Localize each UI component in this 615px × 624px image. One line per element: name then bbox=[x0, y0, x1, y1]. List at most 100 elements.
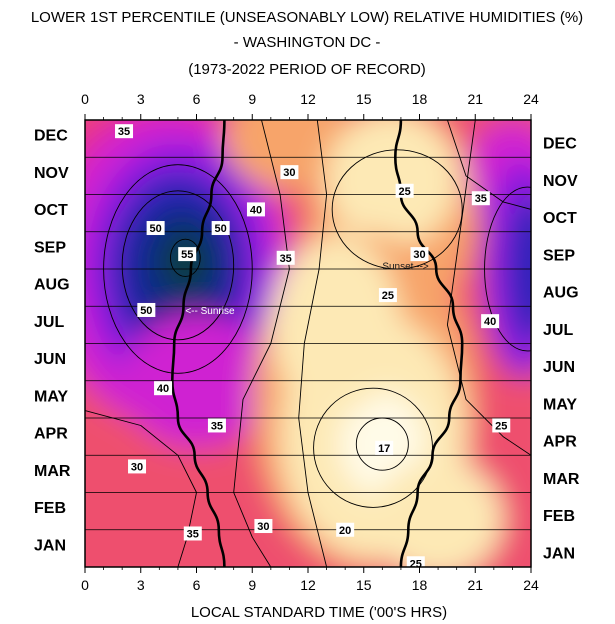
heat-blob bbox=[85, 395, 151, 567]
contour-label-text: 35 bbox=[118, 126, 130, 138]
contour-label: 25 bbox=[395, 183, 414, 198]
x-tick-label-top: 15 bbox=[356, 91, 372, 107]
month-label-left: NOV bbox=[34, 165, 69, 182]
month-label-left: FEB bbox=[34, 500, 66, 517]
month-label-left: SEP bbox=[34, 239, 66, 256]
month-grid-lines bbox=[85, 156, 531, 531]
annotations: <-- Sunrise Sunset --> bbox=[185, 261, 429, 317]
contour-line bbox=[85, 410, 197, 567]
x-tick-label-bottom: 6 bbox=[193, 577, 201, 593]
x-tick-label-top: 3 bbox=[137, 91, 145, 107]
contour-label-text: 35 bbox=[187, 528, 199, 540]
contour-label-bg bbox=[276, 250, 295, 265]
contour-label-text: 40 bbox=[250, 204, 262, 216]
heat-blob bbox=[270, 235, 401, 415]
contour-label-bg bbox=[183, 526, 202, 541]
month-label-left: AUG bbox=[34, 277, 70, 294]
month-label-right: MAY bbox=[543, 396, 577, 413]
contour-label-text: 17 bbox=[378, 443, 390, 455]
month-label-left: OCT bbox=[34, 202, 68, 219]
contour-label-text: 50 bbox=[215, 223, 227, 235]
x-tick-label-bottom: 9 bbox=[248, 577, 256, 593]
contour-label: 50 bbox=[137, 302, 156, 317]
month-label-right: SEP bbox=[543, 247, 575, 264]
contour-label-bg bbox=[395, 183, 414, 198]
contour-label-bg bbox=[246, 202, 265, 217]
x-tick-label-top: 18 bbox=[412, 91, 428, 107]
month-label-right: AUG bbox=[543, 285, 579, 302]
month-label-left: MAR bbox=[34, 463, 71, 480]
x-tick-label-top: 12 bbox=[300, 91, 316, 107]
contour-label-bg bbox=[481, 314, 500, 329]
contour-label: 30 bbox=[254, 519, 273, 534]
sunrise-curve bbox=[170, 120, 226, 567]
month-label-right: JAN bbox=[543, 545, 575, 562]
month-label-left: DEC bbox=[34, 128, 68, 145]
contour-label: 30 bbox=[128, 459, 147, 474]
contour-label-bg bbox=[178, 247, 197, 262]
contour-label: 35 bbox=[276, 250, 295, 265]
contour-label-text: 35 bbox=[211, 420, 223, 432]
contour-label-text: 30 bbox=[283, 167, 295, 179]
x-tick-label-bottom: 18 bbox=[412, 577, 428, 593]
heat-blob bbox=[324, 120, 459, 247]
contour-label-bg bbox=[410, 247, 429, 262]
x-tick-label-bottom: 21 bbox=[467, 577, 483, 593]
x-tick-label-bottom: 15 bbox=[356, 577, 372, 593]
contour-label: 40 bbox=[154, 381, 173, 396]
contour-label: 20 bbox=[336, 522, 355, 537]
contour-label-bg bbox=[146, 221, 165, 236]
contour-label-text: 35 bbox=[280, 253, 292, 265]
contour-label-text: 30 bbox=[257, 521, 269, 533]
contour-label: 25 bbox=[406, 556, 425, 571]
contour-label-bg bbox=[492, 418, 511, 433]
x-axis-label: LOCAL STANDARD TIME ('00'S HRS) bbox=[191, 604, 447, 621]
contour-label: 30 bbox=[280, 165, 299, 180]
contour-label-bg bbox=[115, 124, 134, 139]
contour-label-bg bbox=[280, 165, 299, 180]
x-tick-label-bottom: 24 bbox=[523, 577, 539, 593]
contour-line bbox=[121, 190, 235, 341]
contour-label: 40 bbox=[246, 202, 265, 217]
heatmap-field bbox=[85, 120, 531, 567]
contour-label: 50 bbox=[146, 221, 165, 236]
contour-label: 17 bbox=[375, 440, 394, 455]
month-label-right: APR bbox=[543, 434, 577, 451]
x-tick-label-bottom: 3 bbox=[137, 577, 145, 593]
month-label-left: APR bbox=[34, 426, 68, 443]
x-tick-label-top: 0 bbox=[81, 91, 89, 107]
month-label-left: JUN bbox=[34, 351, 66, 368]
contour-label: 40 bbox=[481, 314, 500, 329]
heat-blob bbox=[373, 458, 504, 567]
contour-label-bg bbox=[207, 418, 226, 433]
x-tick-label-bottom: 0 bbox=[81, 577, 89, 593]
contour-label-bg bbox=[378, 288, 397, 303]
contour-label-text: 40 bbox=[484, 316, 496, 328]
heat-blobs bbox=[85, 120, 531, 567]
x-ticks-top: 0 3 6 9 12 15 18 21 24 bbox=[81, 91, 539, 120]
contour-label-bg bbox=[137, 302, 156, 317]
contour-label: 35 bbox=[207, 418, 226, 433]
contour-line bbox=[170, 238, 201, 277]
contour-label-bg bbox=[154, 381, 173, 396]
month-label-left: MAY bbox=[34, 388, 68, 405]
contour-label-bg bbox=[471, 191, 490, 206]
contour-label: 25 bbox=[492, 418, 511, 433]
contour-label-text: 25 bbox=[399, 186, 411, 198]
x-tick-label-bottom: 12 bbox=[300, 577, 316, 593]
contour-label: 35 bbox=[471, 191, 490, 206]
month-label-right: JUL bbox=[543, 322, 573, 339]
month-labels-right: JAN FEB MAR APR MAY JUN JUL AUG SEP OCT NOV DEC bbox=[543, 136, 580, 563]
month-label-left: JAN bbox=[34, 537, 66, 554]
chart-title-line-1: LOWER 1ST PERCENTILE (UNSEASONABLY LOW) … bbox=[31, 9, 583, 26]
contour-line bbox=[446, 120, 531, 210]
contour-label-bg bbox=[254, 519, 273, 534]
contour-label-text: 25 bbox=[495, 420, 507, 432]
x-ticks-bottom: 0 3 6 9 12 15 18 21 24 bbox=[81, 567, 539, 593]
heat-blob bbox=[161, 228, 210, 296]
chart-title-line-2: - WASHINGTON DC - bbox=[234, 34, 381, 51]
sunrise-annotation: <-- Sunrise bbox=[185, 306, 235, 317]
month-label-right: FEB bbox=[543, 508, 575, 525]
sunset-annotation: Sunset --> bbox=[382, 261, 429, 272]
